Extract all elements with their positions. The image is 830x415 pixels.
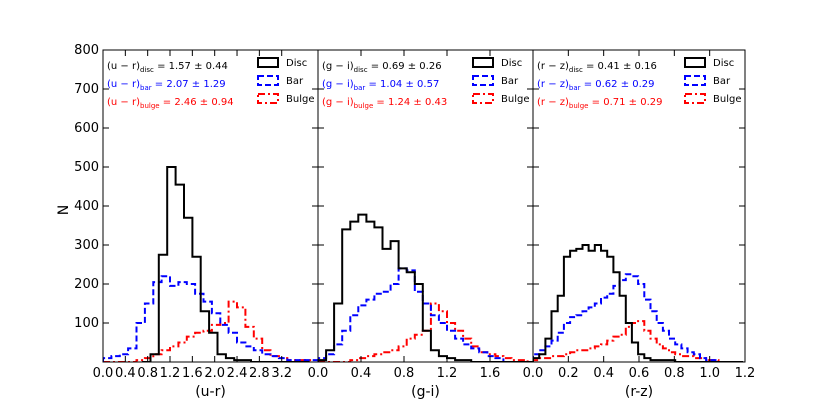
legend-label: Bulge [286, 94, 314, 105]
legend-label: Disc [501, 58, 522, 69]
histogram-bulge [318, 302, 529, 362]
y-tick-label: 800 [74, 43, 99, 58]
y-tick-label: 200 [74, 277, 99, 292]
legend-swatch-bulge [684, 93, 706, 104]
x-tick-label: 0.6 [629, 366, 650, 381]
x-tick-label: 1.6 [182, 366, 203, 381]
legend-swatch-bulge [472, 93, 494, 104]
x-tick-label: 1.6 [480, 366, 501, 381]
x-tick-label: 1.2 [160, 366, 181, 381]
legend-swatch-bar [684, 75, 706, 86]
legend-swatch-disc [684, 57, 706, 68]
x-tick-label: 3.2 [271, 366, 292, 381]
stat-annotation: (g − i)disc = 0.69 ± 0.26 [322, 61, 442, 74]
histogram-bar [103, 275, 318, 362]
x-tick-label: 0.4 [351, 366, 372, 381]
x-tick-label: 0.0 [308, 366, 329, 381]
legend-label: Bar [501, 76, 519, 87]
x-axis-label: (u-r) [195, 384, 226, 400]
legend-swatch-disc [472, 57, 494, 68]
stat-annotation: (r − z)bulge = 0.71 ± 0.29 [537, 97, 663, 110]
x-tick-label: 0.0 [93, 366, 114, 381]
x-tick-label: 0.0 [523, 366, 544, 381]
y-tick-label: 700 [74, 82, 99, 97]
y-axis-label: N [56, 205, 72, 215]
legend-swatch-bar [257, 75, 279, 86]
panel-1: 0.0 0.4 0.8 1.2 1.6 2.0 2.4 2.8 3.2 100 200 300 400 5… [74, 43, 319, 400]
y-tick-label: 600 [74, 121, 99, 136]
x-tick-label: 2.0 [204, 366, 225, 381]
panel-3: 0.0 0.2 0.4 0.6 0.8 1.0 1.2 (r-z) (r − z)disc = … [523, 49, 756, 400]
stat-annotation: (g − i)bar = 1.04 ± 0.57 [322, 79, 439, 92]
legend-label: Bar [286, 76, 304, 87]
y-tick-label: 400 [74, 199, 99, 214]
legend-label: Bulge [501, 94, 529, 105]
x-tick-label: 0.4 [593, 366, 614, 381]
x-tick-label: 1.2 [735, 366, 756, 381]
histogram-disc [318, 213, 533, 362]
x-axis-label: (r-z) [625, 384, 653, 400]
x-tick-label: 0.8 [664, 366, 685, 381]
x-tick-label: 0.2 [558, 366, 579, 381]
x-tick-label: 1.0 [699, 366, 720, 381]
stat-annotation: (u − r)bulge = 2.46 ± 0.94 [107, 97, 234, 110]
panel-2: 0.0 0.4 0.8 1.2 1.6 (g-i) (g − i)disc = 0.69 ±… [308, 49, 534, 400]
legend-swatch-bulge [257, 93, 279, 104]
x-tick-label: 0.8 [137, 366, 158, 381]
histogram-bar [318, 267, 505, 362]
stat-annotation: (u − r)disc = 1.57 ± 0.44 [107, 61, 228, 74]
legend-label: Disc [286, 58, 307, 69]
legend-swatch-disc [257, 57, 279, 68]
stat-annotation: (r − z)bar = 0.62 ± 0.29 [537, 79, 655, 92]
x-tick-label: 1.2 [437, 366, 458, 381]
legend-swatch-bar [472, 75, 494, 86]
stat-annotation: (r − z)disc = 0.41 ± 0.16 [537, 61, 657, 74]
y-tick-label: 100 [74, 316, 99, 331]
legend-label: Disc [713, 58, 734, 69]
legend-label: Bar [713, 76, 731, 87]
x-tick-label: 0.8 [394, 366, 415, 381]
x-axis-label: (g-i) [411, 384, 440, 400]
histogram-disc [533, 244, 744, 362]
y-tick-label: 300 [74, 238, 99, 253]
legend-label: Bulge [713, 94, 741, 105]
stat-annotation: (u − r)bar = 2.07 ± 1.29 [107, 79, 226, 92]
histogram-bulge [533, 320, 720, 362]
histogram-bar [533, 273, 720, 362]
x-tick-label: 0.4 [115, 366, 136, 381]
x-tick-label: 2.8 [249, 366, 270, 381]
x-tick-label: 2.4 [227, 366, 248, 381]
y-tick-label: 500 [74, 160, 99, 175]
histogram-disc [142, 166, 310, 362]
stat-annotation: (g − i)bulge = 1.24 ± 0.43 [322, 97, 447, 110]
